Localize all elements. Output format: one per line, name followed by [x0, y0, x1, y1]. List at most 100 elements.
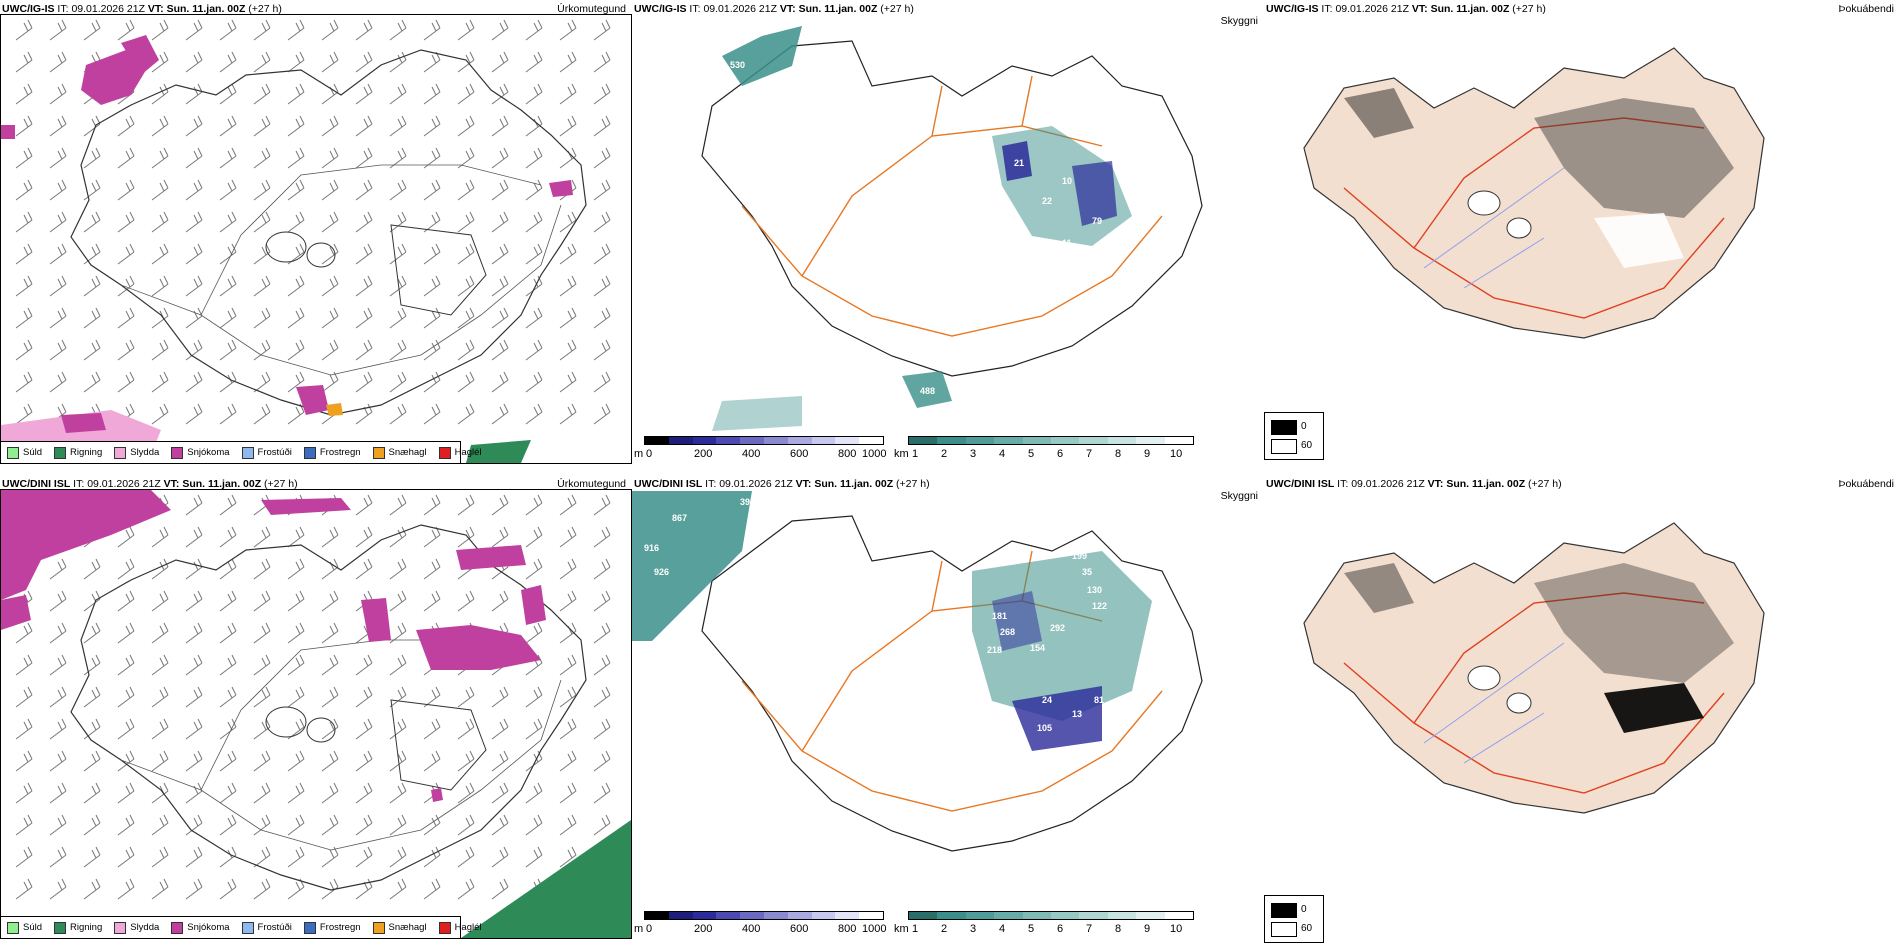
cloud-base-colorbar: m 0 200 400 600 800 1000 — [634, 436, 886, 468]
fog-key-top: 0 — [1301, 904, 1307, 915]
wind-barb — [83, 147, 101, 169]
low-cloud-area — [1072, 161, 1117, 226]
wind-barb — [253, 622, 271, 644]
wind-barb — [491, 686, 509, 708]
wind-barb — [253, 115, 271, 137]
legend-swatch — [54, 921, 67, 934]
wind-barb — [185, 115, 203, 137]
wind-barb — [253, 558, 271, 580]
legend-label: Slydda — [130, 447, 160, 458]
low-cloud-area — [1012, 686, 1102, 751]
vis-label: 268 — [1000, 627, 1015, 637]
wind-barb — [457, 403, 475, 425]
wind-barb — [355, 558, 373, 580]
wind-barb — [49, 211, 67, 233]
wind-barb — [355, 211, 373, 233]
wind-barb — [83, 211, 101, 233]
wind-barb — [15, 878, 33, 900]
wind-barb — [559, 686, 577, 708]
wind-barb — [49, 718, 67, 740]
wind-barb — [83, 339, 101, 361]
legend-swatch — [171, 446, 184, 459]
vis-label: 13 — [1072, 709, 1082, 719]
wind-barb — [151, 211, 169, 233]
wind-barb — [593, 275, 611, 297]
wind-barb — [457, 846, 475, 868]
snow-patch — [549, 180, 573, 197]
wind-barb — [321, 750, 339, 772]
wind-barb — [49, 179, 67, 201]
wind-barb — [457, 782, 475, 804]
wind-barb — [15, 846, 33, 868]
fog-panel: UWC/DINI ISL IT: 09.01.2026 21Z VT: Sun.… — [1264, 475, 1900, 950]
wind-barb — [389, 179, 407, 201]
vis-tick: 4 — [999, 448, 1006, 460]
low-cloud-area — [1002, 141, 1032, 181]
wind-barb — [491, 147, 509, 169]
glacier-hofsjokull — [306, 242, 336, 268]
wind-barb — [49, 558, 67, 580]
wind-barb — [321, 654, 339, 676]
wind-barb — [559, 307, 577, 329]
wind-barb — [355, 750, 373, 772]
wind-barb — [151, 718, 169, 740]
vis-label: 10 — [1062, 176, 1072, 186]
wind-barb — [83, 558, 101, 580]
wind-barb — [117, 307, 135, 329]
wind-barb — [117, 558, 135, 580]
vis-tick: 7 — [1086, 923, 1093, 935]
wind-barb — [287, 275, 305, 297]
wind-barb — [185, 750, 203, 772]
it-label: IT: — [73, 478, 85, 490]
wind-barb — [389, 211, 407, 233]
wind-barb — [321, 339, 339, 361]
rivers — [1423, 167, 1565, 289]
fog-key-top: 0 — [1301, 421, 1307, 432]
panel-title: Þokuábendi — [1838, 3, 1894, 15]
rain-patch — [461, 820, 631, 938]
it-label: IT: — [1321, 3, 1333, 15]
wind-barb — [15, 51, 33, 73]
wind-barb — [525, 371, 543, 393]
wind-barb — [457, 686, 475, 708]
wind-barb — [151, 526, 169, 548]
legend-label: Súld — [23, 447, 43, 458]
legend-item: Frostregn — [303, 921, 361, 934]
wind-barb — [321, 307, 339, 329]
legend-label: Rigning — [70, 922, 103, 933]
wind-barb — [151, 339, 169, 361]
wind-barb — [253, 51, 271, 73]
wind-barb — [287, 782, 305, 804]
wind-barb — [185, 654, 203, 676]
wind-barb — [559, 371, 577, 393]
wind-barb — [355, 371, 373, 393]
snow-pellet-patch — [326, 403, 343, 416]
vis-area — [722, 26, 802, 86]
wind-barb — [185, 147, 203, 169]
wind-barb — [355, 654, 373, 676]
wind-barb — [253, 147, 271, 169]
wind-barb — [83, 19, 101, 41]
wind-barb — [389, 590, 407, 612]
cloud-tick: 400 — [742, 448, 761, 460]
wind-barb — [151, 814, 169, 836]
wind-barb — [287, 339, 305, 361]
wind-barb — [151, 147, 169, 169]
cloud-tick: 200 — [694, 923, 713, 935]
snow-patch — [121, 35, 159, 75]
wind-barb — [117, 339, 135, 361]
wind-barb — [219, 19, 237, 41]
wind-barb — [423, 147, 441, 169]
visibility-map: 867 390 96 916 926 199 35 42 130 122 181… — [632, 491, 1203, 852]
vis-label: 24 — [1042, 695, 1052, 705]
wind-barb — [219, 622, 237, 644]
wind-barb — [253, 19, 271, 41]
wind-barb — [185, 686, 203, 708]
wind-barb — [83, 718, 101, 740]
wind-barb — [559, 526, 577, 548]
wind-barb — [83, 115, 101, 137]
wind-barb — [389, 83, 407, 105]
wind-barb — [185, 494, 203, 516]
dense-fog-area — [1604, 683, 1704, 733]
wind-barb — [219, 147, 237, 169]
